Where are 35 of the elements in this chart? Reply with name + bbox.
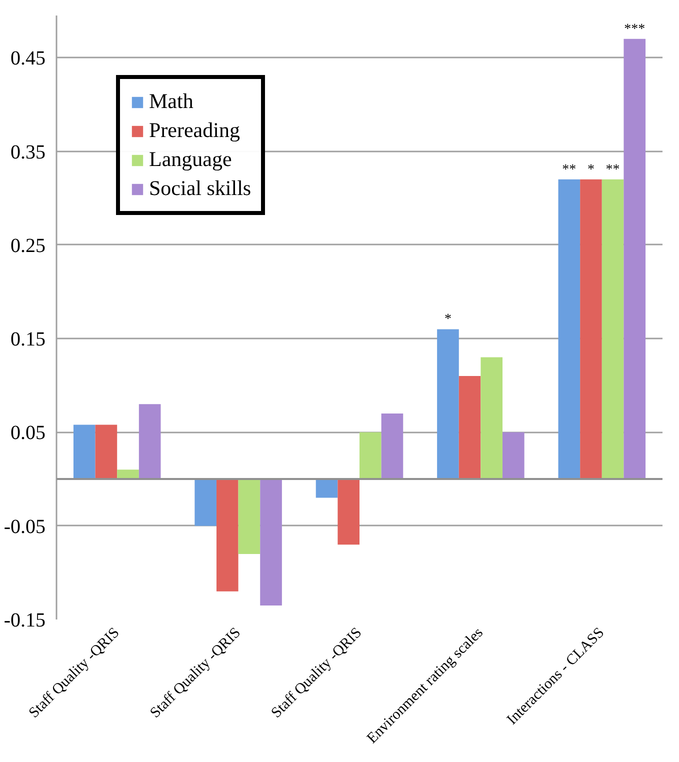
data-label: ** [606,162,620,178]
legend-label: Social skills [149,176,252,201]
bar [194,479,216,526]
legend-label: Prereading [149,118,240,143]
y-tick-label: 0.25 [10,234,46,257]
bar [458,376,481,480]
bar [238,479,260,554]
bar [624,38,646,480]
y-tick-label: -0.05 [4,516,46,538]
data-label: ** [562,162,576,178]
y-tick-label: -0.15 [4,610,46,632]
data-label: * [587,162,594,178]
bar [602,179,624,480]
data-label: * [444,312,452,328]
bar [480,357,503,480]
bar [316,479,338,498]
y-tick-label: 0.05 [10,422,46,444]
bar [138,404,161,480]
bar [216,479,238,592]
bar [260,479,282,606]
y-tick-label: 0.35 [10,141,46,164]
bar [580,179,602,480]
bar [360,432,382,480]
y-tick-label: 0.15 [10,328,46,351]
bar [437,329,459,480]
bar [381,413,404,480]
y-tick-label: 0.45 [10,48,46,70]
legend-label: Math [149,89,194,114]
bar [73,424,96,480]
legend-label: Language [149,147,232,172]
bar [502,432,524,480]
bar [338,479,360,545]
data-label: *** [624,22,646,37]
bar [95,424,118,480]
bar [558,179,580,480]
